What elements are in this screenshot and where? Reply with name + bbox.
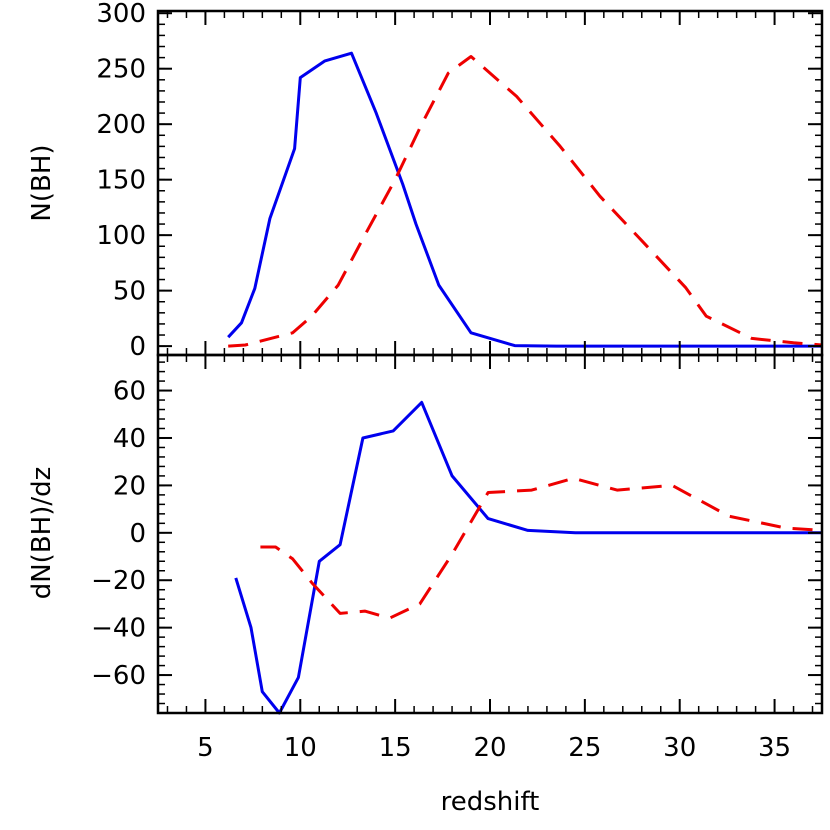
bottom-ytick-label: 0 bbox=[129, 519, 146, 549]
panel-dnbh-dz-frame bbox=[156, 353, 824, 715]
xtick-label: 30 bbox=[663, 733, 696, 763]
y-axis-title-dnbh-dz: dN(BH)/dz bbox=[27, 467, 57, 600]
xtick-label: 20 bbox=[473, 733, 506, 763]
top-series-solid-blue-line bbox=[227, 51, 822, 348]
xtick-label: 25 bbox=[568, 733, 601, 763]
bottom-ytick-label: −60 bbox=[91, 661, 146, 691]
bottom-ytick-label: −40 bbox=[91, 614, 146, 644]
xtick-label: 10 bbox=[284, 733, 317, 763]
top-ytick-label: 100 bbox=[96, 221, 146, 251]
top-ytick-label: 50 bbox=[113, 277, 146, 307]
top-ytick-label: 0 bbox=[129, 332, 146, 362]
panel-nbh: 0 50 100 150 200 250 300 N(BH) bbox=[27, 0, 824, 362]
top-series-group bbox=[227, 51, 823, 348]
y-axis-title-nbh: N(BH) bbox=[27, 144, 57, 221]
top-ytick-label: 300 bbox=[96, 0, 146, 29]
x-tick-labels: 5 10 15 20 25 30 35 bbox=[197, 733, 791, 763]
top-ytick-label: 150 bbox=[96, 166, 146, 196]
x-axis-title: redshift bbox=[441, 787, 540, 817]
xtick-label: 15 bbox=[379, 733, 412, 763]
panel-dnbh-dz: −60 −40 −20 0 20 40 60 5 10 15 20 25 30 35 dN(BH)/dz… bbox=[27, 353, 824, 817]
bottom-ytick-label: 40 bbox=[113, 424, 146, 454]
bottom-ytick-label: 20 bbox=[113, 471, 146, 501]
bottom-series-group bbox=[234, 400, 823, 715]
top-series-dashed-red-line bbox=[228, 55, 823, 348]
bottom-ytick-label: 60 bbox=[113, 377, 146, 407]
top-ytick-label: 200 bbox=[96, 110, 146, 140]
bottom-ytick-label: −20 bbox=[91, 566, 146, 596]
xtick-label: 35 bbox=[758, 733, 791, 763]
bottom-tick-labels: −60 −40 −20 0 20 40 60 bbox=[91, 377, 146, 692]
bottom-series-solid-blue-line bbox=[234, 400, 822, 715]
top-ytick-label: 250 bbox=[96, 55, 146, 85]
xtick-label: 5 bbox=[197, 733, 214, 763]
top-tick-labels: 0 50 100 150 200 250 300 bbox=[96, 0, 146, 362]
